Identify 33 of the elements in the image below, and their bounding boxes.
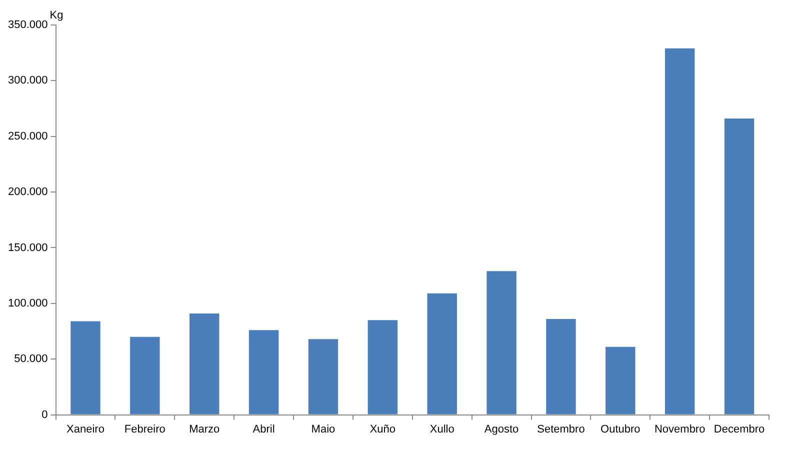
x-tick-label: Outubro bbox=[600, 423, 640, 436]
bar bbox=[248, 330, 279, 414]
y-tick-label: 300.000 bbox=[8, 74, 48, 87]
x-tick-label: Marzo bbox=[189, 423, 220, 436]
bar bbox=[427, 293, 457, 414]
bar bbox=[368, 320, 398, 414]
bar bbox=[724, 118, 754, 414]
y-tick-label: 200.000 bbox=[8, 186, 48, 198]
y-tick-label: 50.000 bbox=[14, 353, 48, 366]
x-tick-label: Setembro bbox=[537, 423, 585, 436]
y-tick-label: 250.000 bbox=[8, 130, 48, 142]
y-tick-label: 150.000 bbox=[8, 242, 48, 254]
x-tick-label: Febreiro bbox=[124, 423, 166, 436]
y-axis-title: Kg bbox=[50, 10, 64, 22]
x-tick-label: Agosto bbox=[484, 423, 519, 436]
bar bbox=[308, 339, 338, 414]
bar bbox=[70, 321, 100, 414]
y-tick-label: 100.000 bbox=[8, 297, 48, 310]
bar bbox=[189, 313, 220, 414]
x-tick-label: Decembro bbox=[714, 423, 765, 436]
bar bbox=[130, 336, 160, 414]
y-tick-label: 0 bbox=[42, 408, 48, 421]
x-tick-label: Xaneiro bbox=[66, 423, 104, 436]
y-tick-label: 350.000 bbox=[8, 19, 48, 32]
x-tick-label: Novembro bbox=[654, 423, 706, 436]
x-tick-label: Xuño bbox=[370, 423, 396, 436]
bar bbox=[664, 48, 695, 414]
bar bbox=[606, 346, 636, 414]
bar bbox=[486, 271, 516, 414]
x-tick-label: Abril bbox=[252, 423, 275, 436]
x-tick-label: Maio bbox=[311, 423, 336, 436]
x-tick-label: Xullo bbox=[430, 423, 454, 436]
bar bbox=[546, 319, 576, 414]
